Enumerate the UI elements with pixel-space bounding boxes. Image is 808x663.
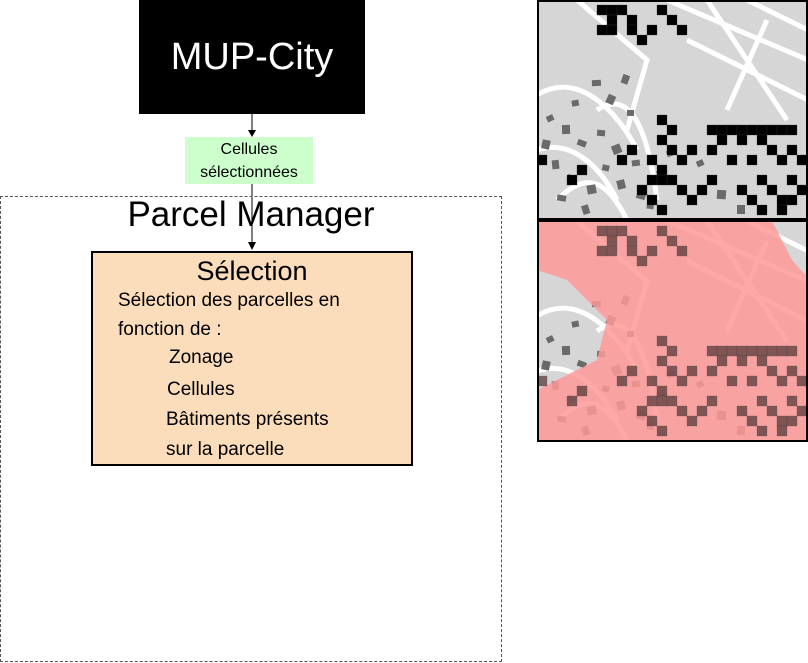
selected-cells-label: Cellules sélectionnées: [185, 137, 313, 184]
selection-description-line1: Sélection des parcelles en: [118, 290, 340, 311]
map-frame-bottom: [537, 220, 808, 442]
mup-city-module: MUP-City: [139, 0, 365, 114]
overlay-cells: [537, 225, 808, 437]
zoning-overlay-map: [537, 221, 808, 442]
parcel-manager-container: [0, 196, 502, 662]
maps-panel: [537, 0, 808, 442]
selection-box: [91, 251, 413, 466]
selected-cells-map: [537, 0, 808, 220]
selection-description-line2: fonction de :: [118, 319, 222, 340]
selected-cells-line1: Cellules: [220, 140, 278, 158]
criterion-zonage: Zonage: [169, 347, 234, 368]
arrowhead-top: [248, 130, 256, 137]
criterion-cellules: Cellules: [167, 379, 235, 400]
road-network: [537, 0, 808, 220]
selected-cells-line2: sélectionnées: [200, 163, 298, 181]
criterion-batiments: Bâtiments présents: [166, 409, 329, 430]
arrowhead-bottom: [248, 242, 256, 250]
map-frame-top: [537, 0, 808, 220]
parcel-manager-title: Parcel Manager: [127, 195, 375, 234]
criterion-sur-la-parcelle: sur la parcelle: [166, 439, 285, 460]
selected-cells: [537, 4, 808, 216]
zoning-overlay: [537, 221, 808, 442]
selection-title: Sélection: [196, 256, 308, 286]
mup-city-label: MUP-City: [170, 35, 334, 78]
